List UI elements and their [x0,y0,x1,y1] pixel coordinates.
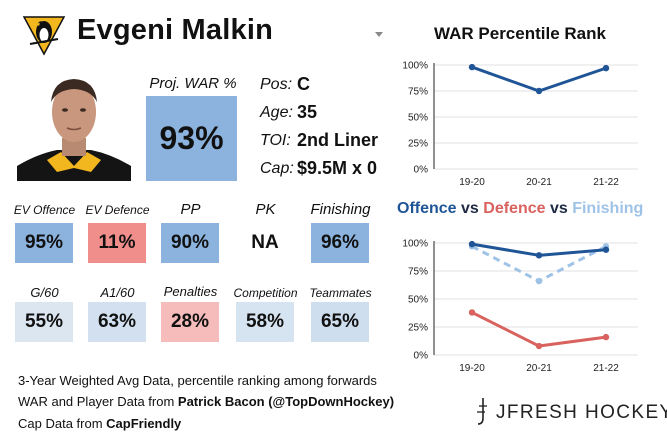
tile-label-penalties: Penalties [163,284,218,299]
info-value: C [297,74,310,94]
info-value: $9.5M x 0 [297,158,378,178]
tile-label-pp: PP [180,201,201,218]
proj-war-label: Proj. WAR % [149,75,237,92]
tile-pp: 90% [161,223,219,263]
tile-label-competition: Competition [233,286,298,300]
y-tick-label: 0% [414,165,429,176]
info-value: 2nd Liner [297,130,379,150]
tile-a160: 63% [88,302,146,342]
tile-ev-offence: 95% [15,223,73,263]
x-tick-label: 19-20 [459,177,485,188]
title-offence: Offence [397,200,457,217]
y-tick-label: 50% [408,113,428,124]
tile-finishing: 96% [311,223,369,263]
x-tick-label: 19-20 [459,363,485,373]
player-name: Evgeni Malkin [77,14,273,46]
x-tick-label: 20-21 [526,177,552,188]
tile-label-teammates: Teammates [309,286,372,300]
tile-label-finishing: Finishing [310,201,371,218]
tile-label-g60: G/60 [30,285,59,300]
footer-war-source-prefix: WAR and Player Data from [18,394,178,409]
y-tick-label: 25% [408,139,428,150]
y-tick-label: 0% [414,351,429,362]
chart1-title: WAR Percentile Rank [434,24,606,43]
title-vs-1: vs [456,200,484,217]
data-point-offence [535,252,543,259]
info-value: 35 [297,102,318,122]
tile-penalties: 28% [161,302,219,342]
footer-line-3: Cap Data from CapFriendly [18,416,181,431]
proj-war-value: 93% [146,96,237,181]
footer-line-1: 3-Year Weighted Avg Data, percentile ran… [18,373,377,388]
series-line-war [471,65,607,93]
y-tick-label: 50% [408,295,428,306]
info-key: Pos: [260,76,293,93]
y-tick-label: 75% [408,87,428,98]
tile-competition: 58% [236,302,294,342]
y-tick-label: 100% [402,239,428,250]
info-key: TOI: [260,132,291,149]
data-point-finishing [535,277,543,285]
tile-teammates: 65% [311,302,369,342]
tile-label-ev-offence: EV Offence [13,203,76,217]
brand: JFRESH HOCKEY [474,396,667,431]
data-point-defence [535,342,543,350]
y-tick-label: 25% [408,323,428,334]
tile-label-a160: A1/60 [100,285,135,300]
x-tick-label: 20-21 [526,363,552,373]
series-line-defence [471,311,607,348]
info-key: Age: [260,104,293,121]
player-headshot-icon [17,68,131,181]
tile-label-pk: PK [255,201,276,218]
chevron-down-icon[interactable] [375,32,383,37]
war-percentile-chart: 0% 25% 50% 75% 100% 19-20 20-21 21-22 [402,61,638,188]
tile-g60: 55% [15,302,73,342]
jfresh-logo-icon [474,396,488,431]
title-vs-2: vs [545,200,573,217]
footer-cap-source: CapFriendly [106,416,182,431]
y-tick-label: 100% [402,61,428,72]
brand-name: JFRESH HOCKEY [496,402,667,423]
penguin-logo-icon [22,14,66,56]
tile-label-ev-defence: EV Defence [85,203,150,217]
title-finishing: Finishing [572,200,644,217]
x-tick-label: 21-22 [593,177,619,188]
chart2-title: Offence vs Defence vs Finishing [397,200,643,218]
data-point-war [535,87,543,95]
x-tick-label: 21-22 [593,363,619,373]
footer-war-source: Patrick Bacon (@TopDownHockey) [177,394,395,409]
data-point-defence [468,309,476,316]
footer-cap-source-prefix: Cap Data from [18,416,107,431]
data-point-war [602,64,610,72]
tile-ev-defence: 11% [88,223,146,263]
info-key: Cap: [260,160,294,177]
y-tick-label: 75% [408,267,428,278]
offence-defence-finishing-chart: 0% 25% 50% 75% 100% 19-20 20-21 21-22 [402,239,638,373]
data-point-defence [602,333,610,341]
data-point-offence [468,240,476,248]
data-point-war [468,63,476,71]
footer-line-2: WAR and Player Data from Patrick Bacon (… [18,394,394,409]
data-point-offence [602,246,610,253]
tile-pk: NA [236,223,294,263]
title-defence: Defence [483,200,546,217]
